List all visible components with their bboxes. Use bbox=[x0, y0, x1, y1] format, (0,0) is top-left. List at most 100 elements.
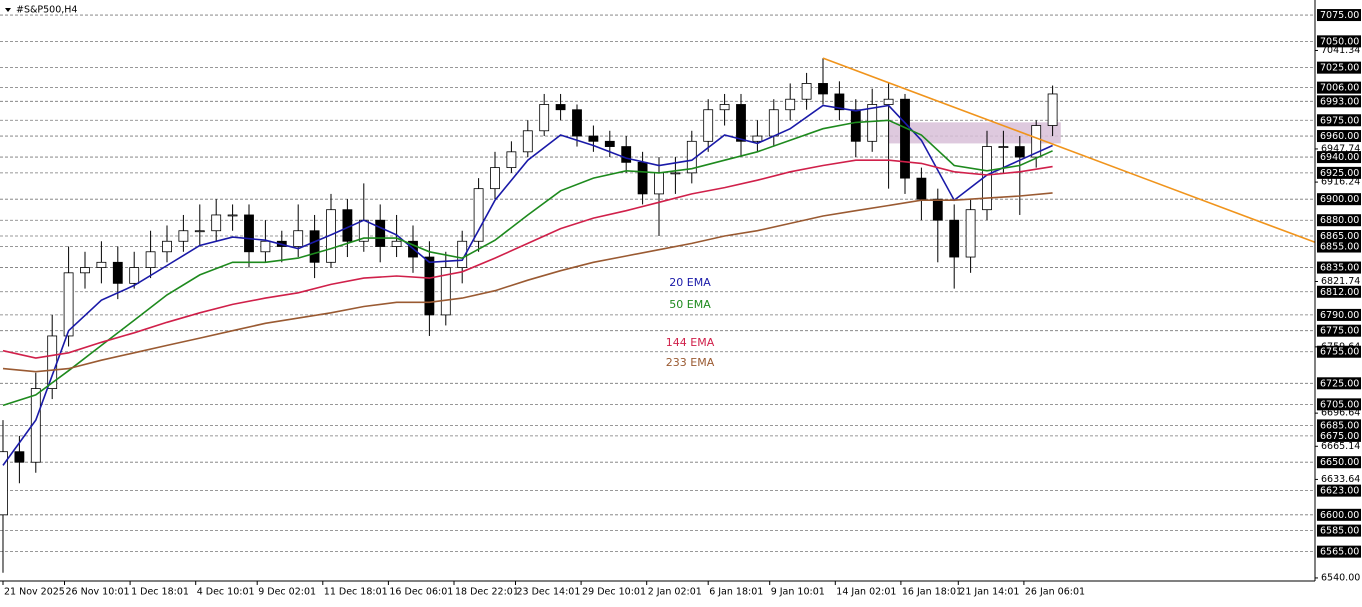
x-tick-label: 29 Dec 10:01 bbox=[582, 587, 646, 598]
level-box bbox=[1317, 429, 1361, 442]
level-box bbox=[1317, 484, 1361, 497]
candle-body bbox=[227, 214, 238, 217]
level-box bbox=[1317, 214, 1361, 227]
candle-body bbox=[490, 167, 500, 190]
level-box bbox=[1317, 377, 1361, 390]
candle-body bbox=[949, 219, 960, 258]
x-tick-label: 26 Jan 06:01 bbox=[1025, 587, 1085, 598]
y-tick-label: 6665.14 bbox=[1321, 441, 1360, 452]
y-tick-label: 6696.64 bbox=[1321, 408, 1360, 419]
level-label: 6725.00 bbox=[1320, 378, 1359, 389]
candle-body bbox=[1047, 93, 1058, 126]
level-box bbox=[1317, 9, 1361, 22]
level-box bbox=[1317, 398, 1361, 411]
level-label: 6675.00 bbox=[1320, 431, 1359, 442]
level-label: 6600.00 bbox=[1320, 510, 1359, 521]
candle-body bbox=[637, 161, 648, 195]
level-box bbox=[1317, 61, 1361, 74]
candle-body bbox=[916, 177, 927, 200]
level-label: 6855.00 bbox=[1320, 242, 1359, 253]
chart-title: #S&P500,H4 bbox=[16, 5, 77, 16]
y-tick-label: 6633.64 bbox=[1321, 474, 1360, 485]
candle-body bbox=[112, 261, 123, 284]
candle-body bbox=[0, 451, 8, 516]
level-box bbox=[1317, 35, 1361, 48]
x-tick-label: 11 Dec 18:01 bbox=[324, 587, 388, 598]
level-box bbox=[1317, 193, 1361, 206]
level-box bbox=[1317, 95, 1361, 108]
level-label: 6685.00 bbox=[1320, 420, 1359, 431]
x-tick-label: 1 Dec 18:01 bbox=[131, 587, 189, 598]
y-tick-label: 6916.24 bbox=[1321, 177, 1360, 188]
candle-body bbox=[80, 267, 90, 274]
ema-label: 233 EMA bbox=[666, 356, 715, 369]
level-label: 6880.00 bbox=[1320, 215, 1359, 226]
candle-body bbox=[194, 230, 205, 233]
candle-body bbox=[604, 140, 615, 147]
ema-line bbox=[2, 192, 1053, 373]
level-box bbox=[1317, 308, 1361, 321]
candle-body bbox=[129, 267, 140, 284]
ema-line bbox=[2, 104, 1053, 466]
candle-body bbox=[260, 240, 271, 253]
y-tick-label: 6821.74 bbox=[1321, 276, 1360, 287]
level-box bbox=[1317, 324, 1361, 337]
level-box bbox=[1317, 419, 1361, 432]
level-label: 7050.00 bbox=[1320, 36, 1359, 47]
candle-body bbox=[555, 104, 566, 111]
y-tick-label: 7041.34 bbox=[1321, 45, 1360, 56]
x-tick-label: 16 Dec 06:01 bbox=[389, 587, 453, 598]
level-box bbox=[1317, 345, 1361, 358]
candle-body bbox=[736, 104, 746, 142]
candle-body bbox=[391, 240, 402, 247]
zone bbox=[888, 122, 1061, 144]
candle-body bbox=[63, 272, 74, 337]
level-label: 6925.00 bbox=[1320, 168, 1359, 179]
ema-label: 144 EMA bbox=[666, 336, 715, 349]
menu-icon[interactable] bbox=[5, 8, 11, 12]
candle-body bbox=[785, 98, 796, 111]
level-box bbox=[1317, 240, 1361, 253]
level-label: 7075.00 bbox=[1320, 10, 1359, 21]
level-label: 6775.00 bbox=[1320, 326, 1359, 337]
level-label: 6812.00 bbox=[1320, 287, 1359, 298]
candle-body bbox=[14, 451, 25, 463]
level-box bbox=[1317, 130, 1361, 143]
candle-body bbox=[621, 146, 632, 163]
level-box bbox=[1317, 151, 1361, 164]
level-label: 6790.00 bbox=[1320, 310, 1359, 321]
x-tick-label: 21 Jan 14:01 bbox=[959, 587, 1019, 598]
level-label: 6865.00 bbox=[1320, 231, 1359, 242]
candle-body bbox=[457, 240, 468, 268]
x-tick-label: 26 Nov 10:01 bbox=[65, 587, 129, 598]
candle-body bbox=[178, 230, 189, 242]
level-label: 6565.00 bbox=[1320, 547, 1359, 558]
candle-body bbox=[522, 130, 533, 153]
candle-body bbox=[96, 261, 107, 268]
level-label: 6623.00 bbox=[1320, 486, 1359, 497]
candle-body bbox=[293, 230, 304, 247]
level-box bbox=[1317, 261, 1361, 274]
candle-body bbox=[572, 109, 582, 137]
x-tick-label: 18 Dec 22:01 bbox=[455, 587, 519, 598]
level-label: 6835.00 bbox=[1320, 263, 1359, 274]
ema-label: 50 EMA bbox=[669, 298, 711, 311]
level-box bbox=[1317, 166, 1361, 179]
candle-body bbox=[588, 135, 599, 142]
level-box bbox=[1317, 114, 1361, 127]
candle-body bbox=[768, 109, 779, 137]
y-tick-label: 6947.74 bbox=[1321, 143, 1360, 154]
y-tick-label: 6540.00 bbox=[1321, 572, 1360, 583]
candle-body bbox=[850, 109, 861, 142]
level-box bbox=[1317, 229, 1361, 242]
candle-body bbox=[375, 219, 386, 247]
level-label: 6705.00 bbox=[1320, 399, 1359, 410]
level-label: 6650.00 bbox=[1320, 457, 1359, 468]
candle-body bbox=[998, 146, 1009, 148]
candle-body bbox=[670, 172, 681, 175]
level-label: 6900.00 bbox=[1320, 194, 1359, 205]
x-tick-label: 16 Jan 18:01 bbox=[902, 587, 962, 598]
candle-body bbox=[719, 104, 730, 111]
